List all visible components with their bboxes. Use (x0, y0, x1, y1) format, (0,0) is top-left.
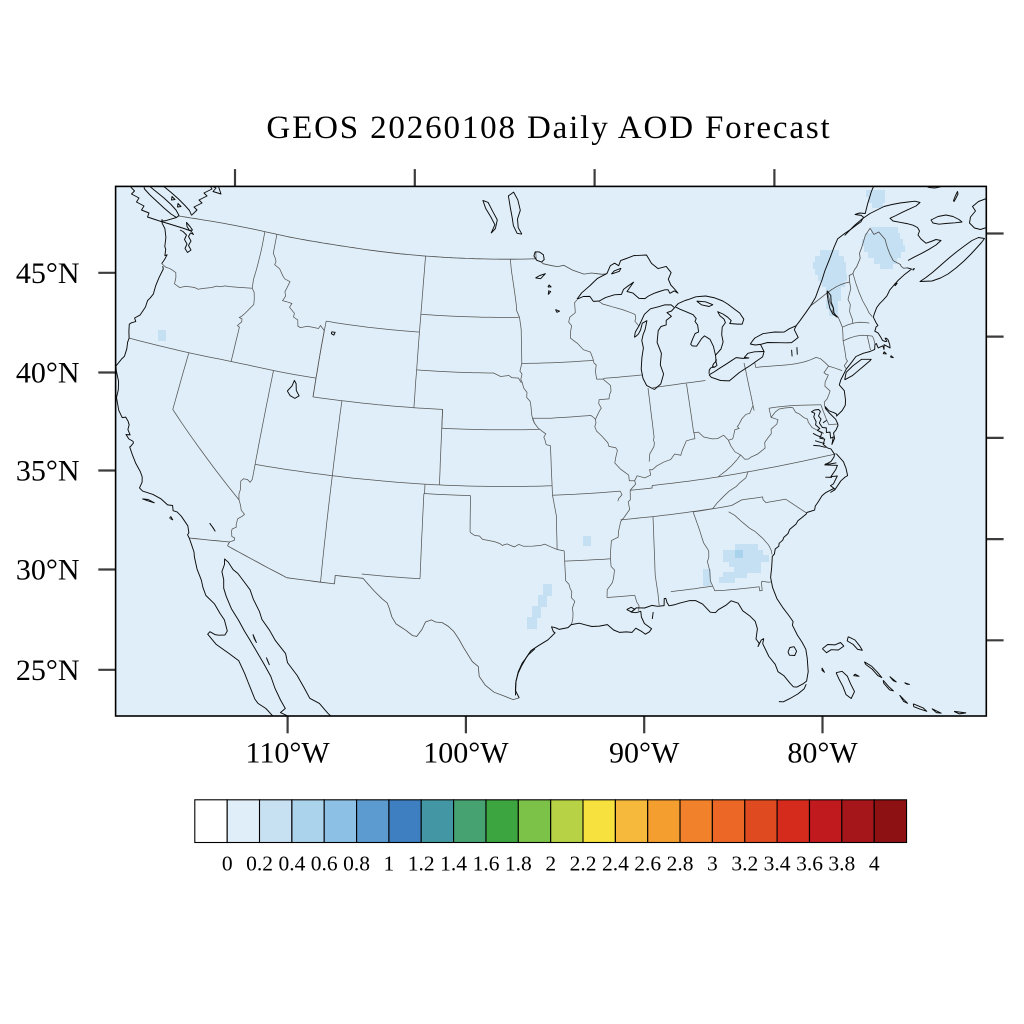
svg-text:25°N: 25°N (16, 654, 80, 687)
svg-text:80°W: 80°W (787, 737, 858, 770)
svg-text:0.6: 0.6 (311, 852, 338, 876)
svg-text:3.6: 3.6 (796, 852, 823, 876)
svg-text:40°N: 40°N (16, 357, 80, 390)
svg-text:4: 4 (869, 852, 880, 876)
svg-text:3.2: 3.2 (731, 852, 758, 876)
svg-text:1: 1 (384, 852, 395, 876)
svg-text:0.4: 0.4 (278, 852, 305, 876)
svg-text:2: 2 (545, 852, 556, 876)
svg-text:2.8: 2.8 (667, 852, 694, 876)
svg-text:100°W: 100°W (423, 737, 509, 770)
svg-text:2.4: 2.4 (602, 852, 629, 876)
svg-text:1.4: 1.4 (440, 852, 467, 876)
svg-text:90°W: 90°W (609, 737, 680, 770)
svg-text:30°N: 30°N (16, 554, 80, 587)
svg-text:2.6: 2.6 (634, 852, 661, 876)
svg-text:0.2: 0.2 (246, 852, 273, 876)
svg-text:45°N: 45°N (16, 257, 80, 290)
svg-text:3: 3 (707, 852, 718, 876)
svg-text:1.8: 1.8 (505, 852, 532, 876)
svg-text:1.2: 1.2 (408, 852, 435, 876)
svg-text:35°N: 35°N (16, 455, 80, 488)
svg-text:GEOS 20260108 Daily AOD Foreca: GEOS 20260108 Daily AOD Forecast (266, 110, 831, 146)
svg-text:3.4: 3.4 (764, 852, 791, 876)
svg-text:3.8: 3.8 (828, 852, 855, 876)
svg-text:0.8: 0.8 (343, 852, 370, 876)
svg-text:2.2: 2.2 (570, 852, 597, 876)
svg-text:1.6: 1.6 (473, 852, 500, 876)
svg-text:110°W: 110°W (245, 737, 330, 770)
svg-text:0: 0 (222, 852, 233, 876)
